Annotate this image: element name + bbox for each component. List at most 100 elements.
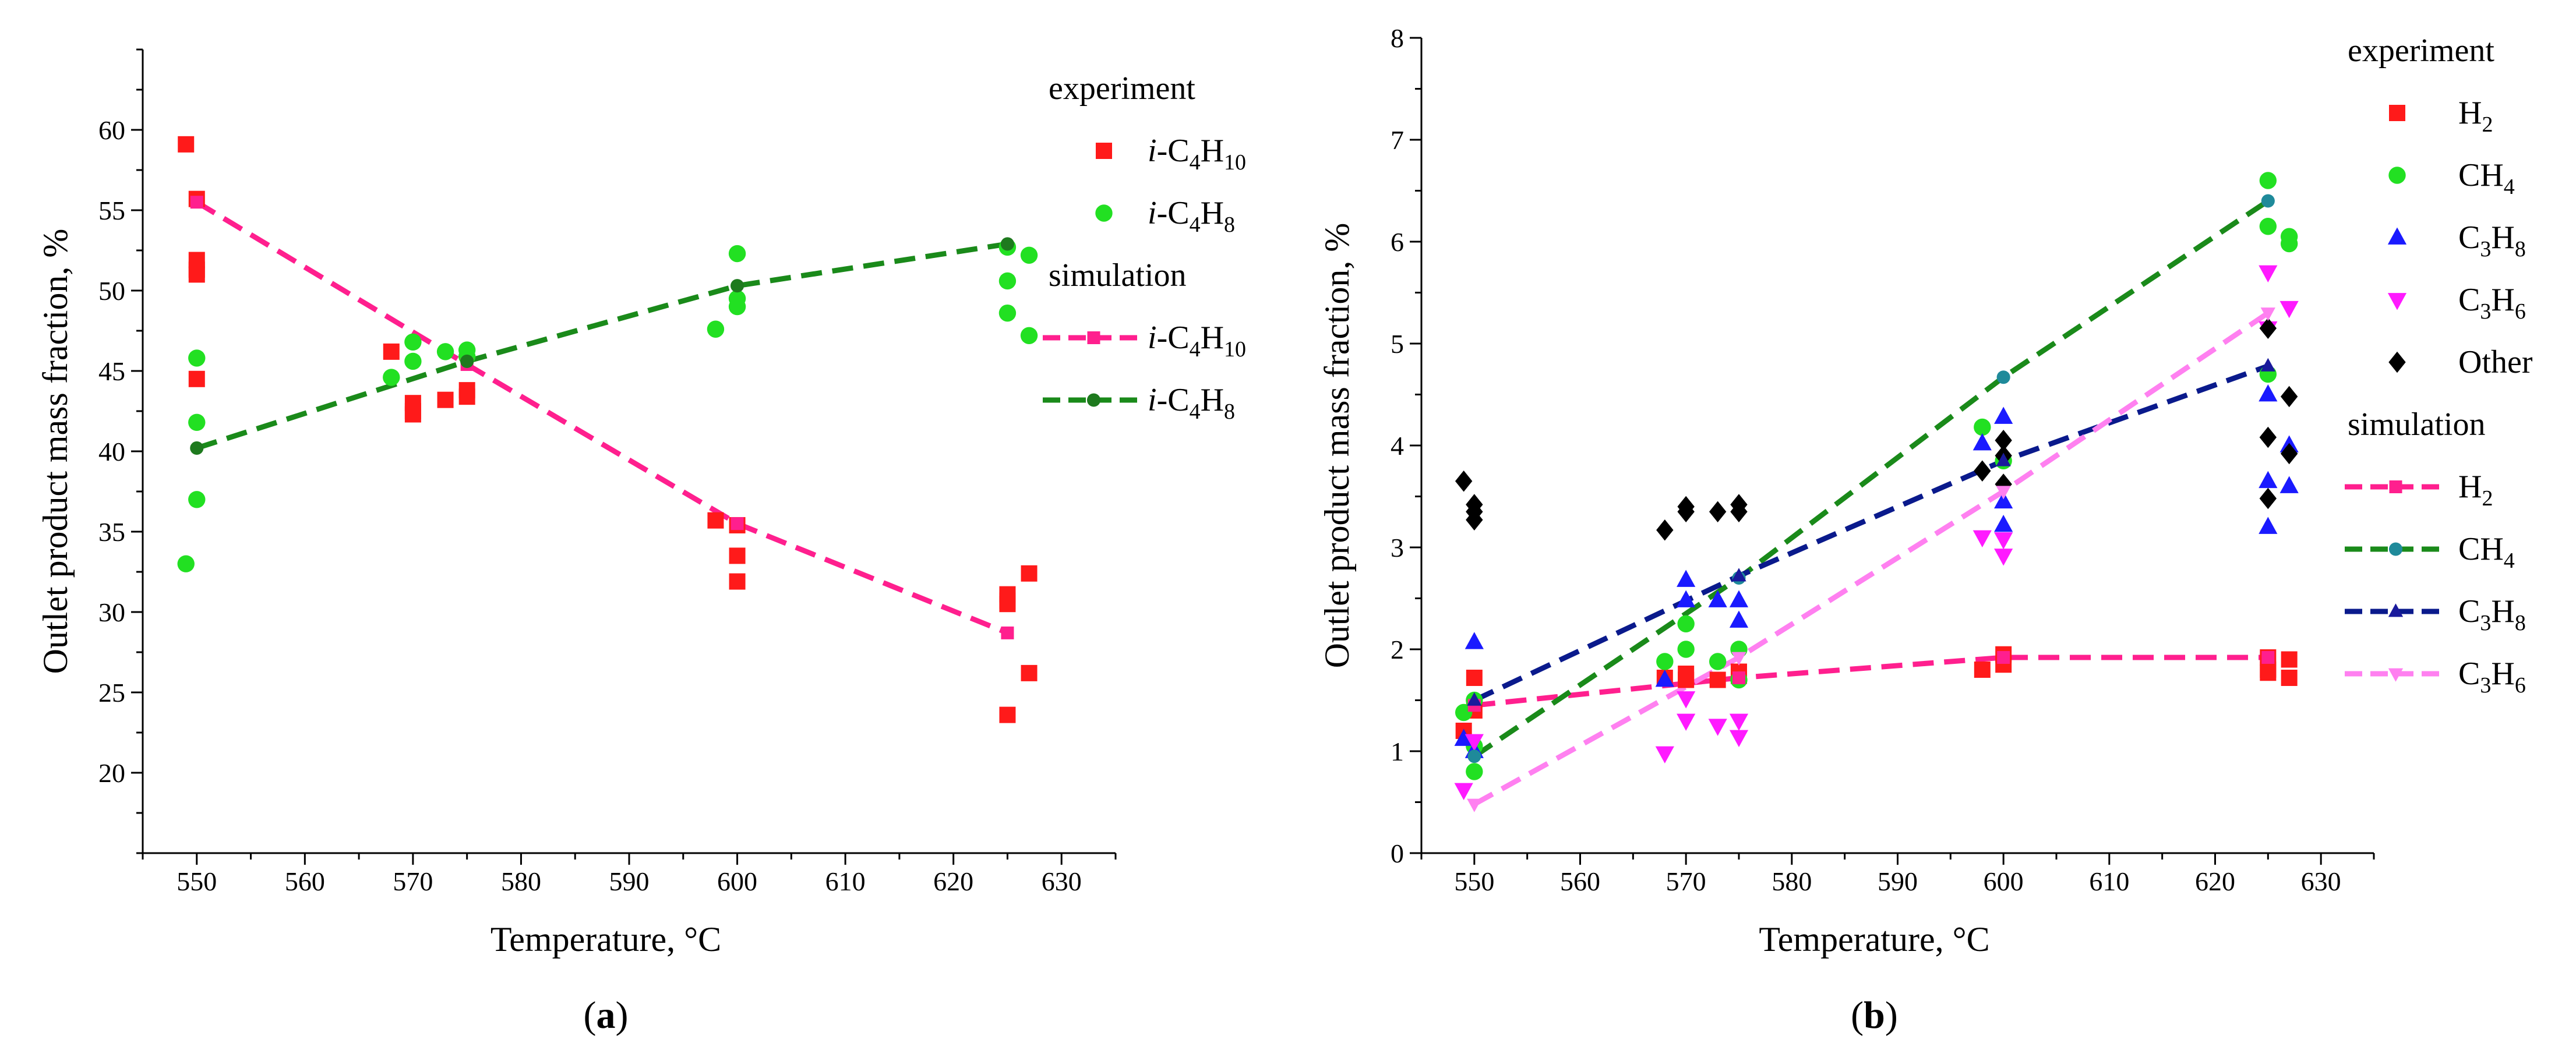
experiment-point-Other [1455,471,1473,492]
experiment-point-H2 [1709,671,1726,688]
legend-label-rest: -C [1157,382,1190,418]
experiment-point-CH4 [1677,615,1695,632]
legend-label-part: CH [2458,531,2504,567]
y-tick-label: 25 [98,678,125,708]
x-tick-label: 620 [933,867,973,896]
experiment-point-i-C4H10 [707,512,724,529]
simulation-point-H2 [2261,651,2275,664]
legend-label-part: 3 [2480,237,2491,261]
legend-label-part: i-C [1148,320,1190,356]
experiment-point-i-C4H8 [188,413,206,432]
simulation-point-i-C4H10 [190,196,203,209]
experiment-point-C3H6 [1677,713,1696,731]
y-tick-label: 40 [98,437,125,466]
legend-label: i-C4H10 [1148,133,1246,175]
simulation-point-i-C4H8 [731,279,744,293]
simulation-point-C3H6 [1996,486,2011,500]
experiment-point-C3H8 [1454,728,1473,746]
panel-label-close: ) [616,994,629,1037]
legend-heading-experiment: experiment [1049,70,1195,107]
x-tick-label: 550 [177,867,217,896]
x-tick-label: 580 [501,867,541,896]
panel-label-close: ) [1885,994,1898,1037]
legend-label-italic: i [1148,382,1157,418]
legend-label-part: H [2458,469,2482,505]
panel-label-open: ( [1851,994,1864,1037]
legend-label: i-C4H10 [1148,320,1246,362]
experiment-point-C3H8 [2259,471,2278,489]
legend-label-italic: i [1148,195,1157,231]
chart-panel-a: 550 560 570 580 590 600 610 620 6302025303540455… [36,48,1246,1037]
experiment-point-H2 [1466,670,1483,686]
experiment-point-i-C4H10 [999,706,1016,723]
legend-label: C3H6 [2458,282,2526,324]
y-tick-label: 20 [98,758,125,788]
legend-marker-experiment [1096,143,1112,159]
legend-label-part: 6 [2515,299,2526,324]
legend-label-part: H [1201,320,1224,356]
simulation-line-C3H6 [1473,310,2270,807]
experiment-point-i-C4H8 [998,304,1017,322]
legend-label: Other [2458,344,2533,380]
legend-heading-simulation: simulation [1049,257,1186,293]
legend-marker-simulation [1087,331,1100,344]
x-tick-label: 590 [1878,867,1918,896]
experiment-point-C3H6 [1655,746,1674,763]
x-tick-label: 580 [1772,867,1812,896]
legend-label-part: H [2458,95,2482,131]
simulation-point-C3H6 [2260,307,2275,321]
experiment-point-CH4 [1677,641,1695,658]
legend-marker-experiment [2389,105,2405,121]
y-tick-label: 6 [1391,227,1404,257]
y-tick-label: 1 [1391,737,1404,766]
panel-label: (a) [584,994,629,1037]
legend-label-part: H [1201,195,1224,231]
simulation-point-CH4 [1996,370,2010,384]
experiment-point-i-C4H8 [188,349,206,367]
legend-label-part: 4 [1190,150,1201,175]
experiment-point-Other [1995,430,2012,451]
legend-label-part: H [2491,220,2514,256]
legend-marker-simulation [1086,393,1101,407]
legend-label-part: i-C [1148,133,1190,169]
x-tick-label: 610 [825,867,866,896]
experiment-point-Other [1709,501,1727,522]
y-tick-label: 2 [1391,635,1404,664]
experiment-point-i-C4H10 [999,596,1016,613]
experiment-point-Other [2259,426,2277,448]
experiment-point-C3H6 [1677,691,1696,709]
experiment-point-C3H8 [1677,570,1696,587]
legend-label-part: 3 [2480,611,2491,635]
x-tick-label: 600 [717,867,757,896]
simulation-point-i-C4H8 [460,354,474,368]
experiment-point-i-C4H8 [707,320,725,338]
y-tick-label: 60 [98,115,125,145]
x-axis-title: Temperature, °C [1759,920,1989,959]
experiment-point-H2 [2281,651,2298,668]
y-tick-label: 7 [1391,125,1404,155]
panel-label: (b) [1851,994,1898,1037]
simulation-point-H2 [1997,651,2010,664]
legend-label-rest: -C [1157,195,1190,231]
legend-label-rest: -C [1157,133,1190,169]
simulation-line-i-C4H10 [195,200,1009,636]
legend-marker-experiment [2388,167,2406,184]
legend-heading-simulation: simulation [2348,406,2485,443]
experiment-point-C3H8 [2259,384,2278,402]
legend-label-part: H [2491,282,2514,318]
x-tick-label: 610 [2089,867,2129,896]
x-tick-label: 620 [2195,867,2235,896]
legend-label-part: 10 [1224,337,1246,362]
experiment-point-C3H6 [1454,783,1473,800]
y-tick-label: 35 [98,517,125,547]
experiment-point-i-C4H8 [404,333,422,351]
simulation-point-C3H6 [1731,652,1746,666]
experiment-point-i-C4H10 [1021,565,1038,582]
y-tick-label: 55 [98,196,125,225]
experiment-point-i-C4H8 [1020,246,1038,264]
simulation-line-H2 [1474,655,2268,708]
simulation-point-CH4 [1467,749,1481,763]
simulation-line-C3H8 [1473,363,2269,703]
experiment-point-C3H8 [2279,476,2299,493]
panel-label-open: ( [584,994,597,1037]
